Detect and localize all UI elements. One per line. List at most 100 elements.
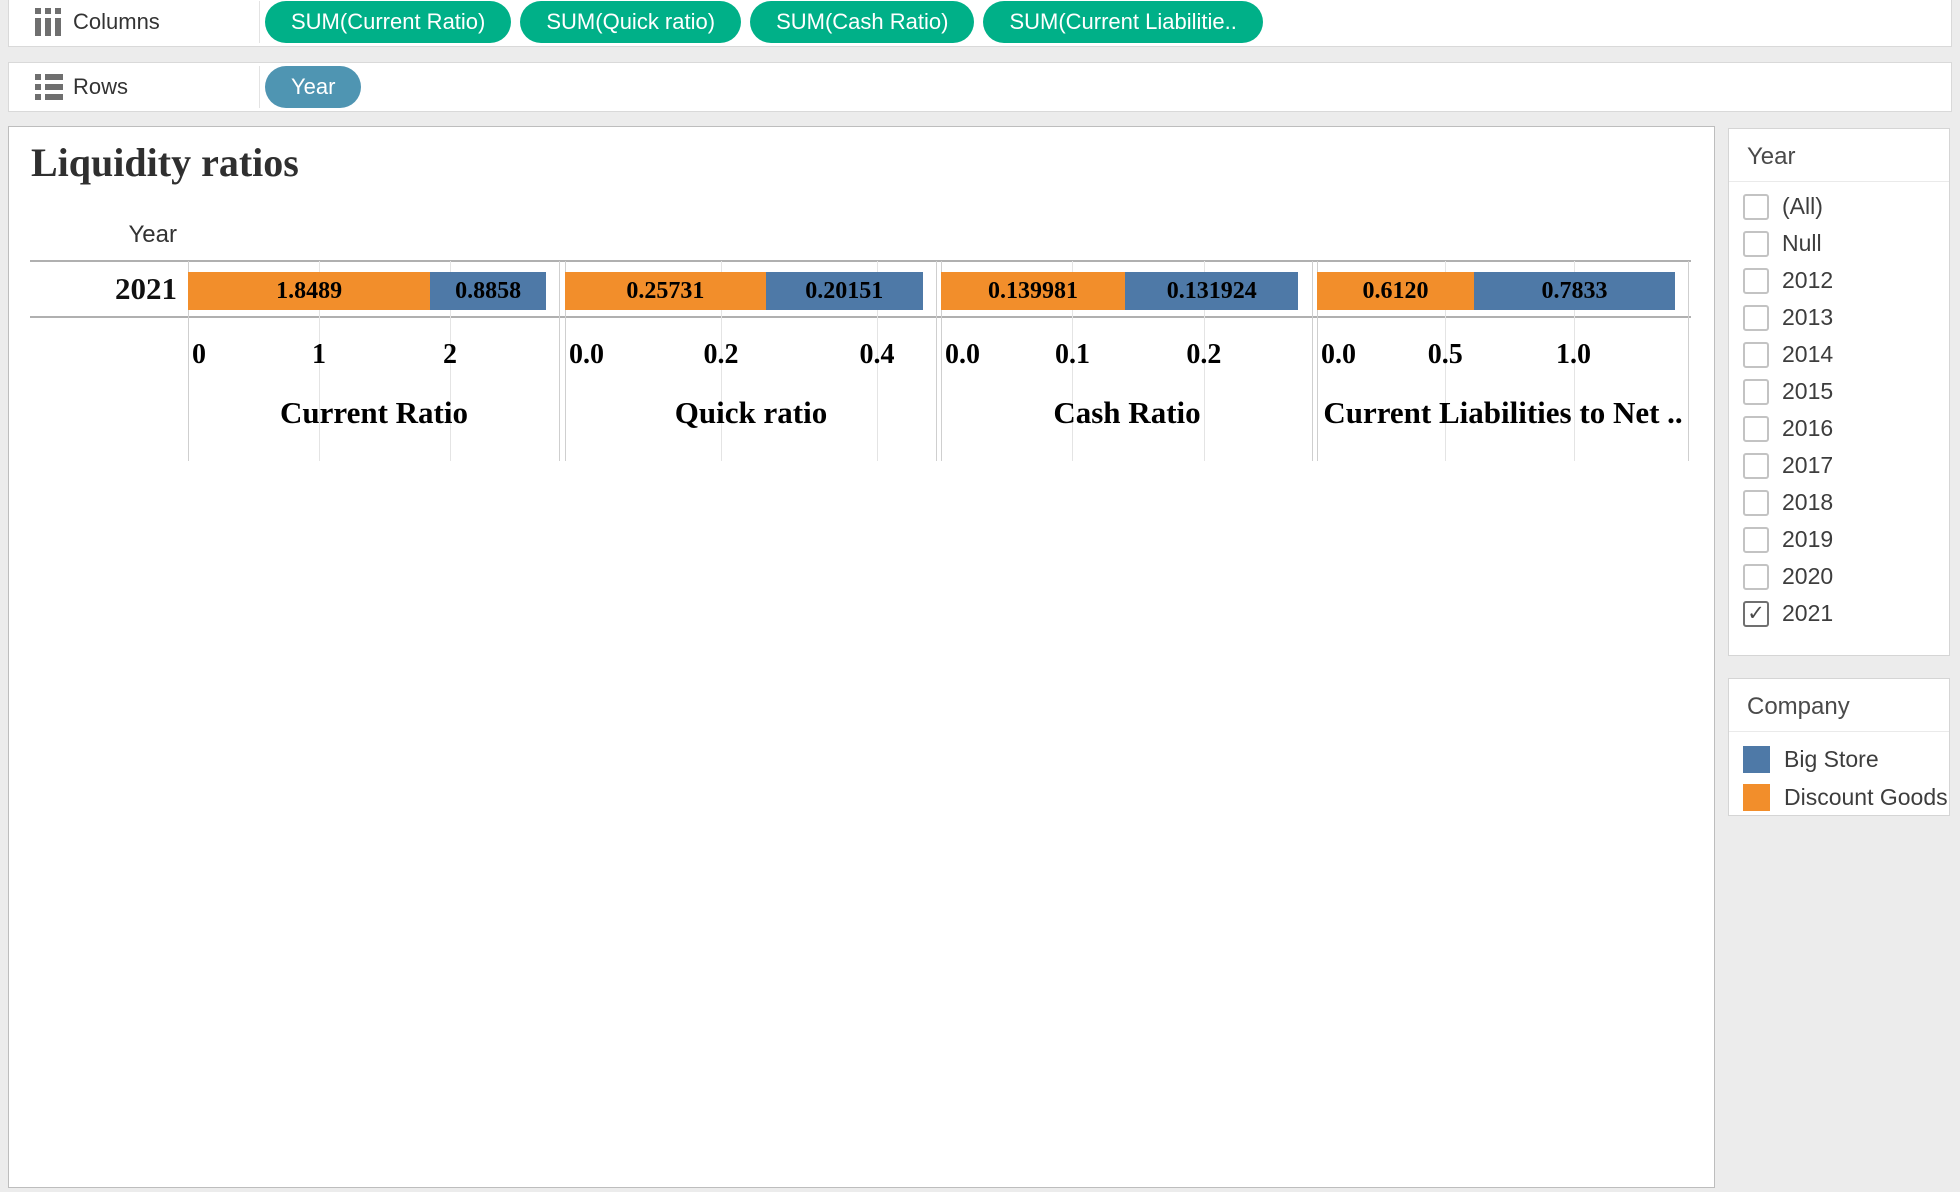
columns-pill-sum-cash-ratio[interactable]: SUM(Cash Ratio) <box>750 1 975 43</box>
axis-tick-label: 0.1 <box>1054 339 1090 370</box>
checkbox-2018[interactable] <box>1743 489 1769 516</box>
chart-pane-cash-ratio: 0.0 0.1 0.2 0.139981 0.131924 Cash Ratio <box>941 127 1313 587</box>
bar-segment-big-store[interactable]: 0.8858 <box>430 272 547 310</box>
checkbox-2019[interactable] <box>1743 526 1769 553</box>
axis-gridline <box>1573 261 1575 461</box>
axis-tick-label: 0.2 <box>703 339 739 370</box>
bar-segment-discount-goods[interactable]: 0.139981 <box>941 272 1125 310</box>
filter-option-label: Null <box>1782 230 1822 256</box>
year-filter-card: Year (All) Null 2012 2013 2014 2015 2016 2017 20… <box>1728 128 1950 656</box>
columns-pill-sum-current-ratio[interactable]: SUM(Current Ratio) <box>265 1 512 43</box>
legend-label: Big Store <box>1784 745 1879 772</box>
filter-option-2014[interactable]: 2014 <box>1743 336 1949 373</box>
legend-swatch-big-store <box>1743 745 1770 773</box>
axis-tick-label: 0.0 <box>945 339 980 370</box>
axis-gridline <box>1072 261 1074 461</box>
bar-segment-big-store[interactable]: 0.7833 <box>1474 272 1675 310</box>
row-header: 2021 <box>115 271 177 306</box>
filter-option-2017[interactable]: 2017 <box>1743 447 1949 484</box>
axis-tick-label: 2 <box>442 339 457 370</box>
rows-shelf[interactable]: Rows Year <box>8 62 1952 112</box>
pane-right-edge <box>1688 261 1689 461</box>
filter-option-label: 2016 <box>1782 415 1834 441</box>
chart-pane-quick-ratio: 0.0 0.2 0.4 0.25731 0.20151 Quick ratio <box>565 127 937 587</box>
axis-zero-line <box>1317 261 1318 461</box>
filter-option-2016[interactable]: 2016 <box>1743 410 1949 447</box>
filter-option-label: 2014 <box>1782 341 1834 367</box>
chart-pane-current-ratio: 0 1 2 1.8489 0.8858 Current Ratio <box>188 127 560 587</box>
row-dimension-header: Year <box>128 221 178 248</box>
rows-shelf-label: Rows <box>73 74 129 99</box>
shelf-divider <box>259 1 260 43</box>
bar-segment-discount-goods[interactable]: 1.8489 <box>188 272 431 310</box>
checkbox-2014[interactable] <box>1743 341 1769 368</box>
company-legend-card: Company Big Store Discount Goods <box>1728 678 1950 816</box>
filter-option-label: 2015 <box>1782 378 1834 404</box>
axis-gridline <box>1445 261 1447 461</box>
filter-option-2021[interactable]: ✓ 2021 <box>1743 595 1949 632</box>
row-band-bottom-line <box>30 316 1691 318</box>
filter-option-2019[interactable]: 2019 <box>1743 521 1949 558</box>
columns-shelf-label: Columns <box>73 9 160 34</box>
filter-option-label: 2019 <box>1782 526 1834 552</box>
checkbox-2012[interactable] <box>1743 267 1769 294</box>
axis-zero-line <box>565 261 566 461</box>
legend-swatch-discount-goods <box>1743 783 1770 811</box>
axis-zero-line <box>941 261 942 461</box>
filter-option-2018[interactable]: 2018 <box>1743 484 1949 521</box>
columns-pill-sum-quick-ratio[interactable]: SUM(Quick ratio) <box>520 1 742 43</box>
filter-option-label: 2017 <box>1782 452 1834 478</box>
chart-pane-current-liabilities-to-net: 0.0 0.5 1.0 0.6120 0.7833 Current Liabilities… <box>1317 127 1689 587</box>
filter-option-label: 2018 <box>1782 489 1834 515</box>
axis-title-quick-ratio: Quick ratio <box>674 395 828 430</box>
pane-right-edge <box>1312 261 1313 461</box>
filter-title: Year <box>1747 143 1796 170</box>
shelf-divider <box>259 66 260 108</box>
checkbox-2016[interactable] <box>1743 415 1769 442</box>
legend-item-discount-goods[interactable]: Discount Goods <box>1743 778 1949 816</box>
filter-option-all[interactable]: (All) <box>1743 188 1949 225</box>
checkbox-2021[interactable]: ✓ <box>1743 600 1769 627</box>
legend-title: Company <box>1747 693 1850 720</box>
checkbox-2013[interactable] <box>1743 304 1769 331</box>
axis-tick-label: 0.2 <box>1186 339 1222 370</box>
legend-item-big-store[interactable]: Big Store <box>1743 740 1949 778</box>
axis-gridline <box>720 261 722 461</box>
year-filter-options: (All) Null 2012 2013 2014 2015 2016 2017 2018 201… <box>1729 182 1949 632</box>
checkbox-all[interactable] <box>1743 193 1769 220</box>
filter-option-label: (All) <box>1782 193 1823 219</box>
axis-title-current-ratio: Current Ratio <box>280 395 468 430</box>
filter-option-label: 2013 <box>1782 304 1834 330</box>
bar-segment-big-store[interactable]: 0.20151 <box>765 272 923 310</box>
bar-segment-discount-goods[interactable]: 0.25731 <box>565 272 766 310</box>
checkbox-2015[interactable] <box>1743 378 1769 405</box>
filter-option-2013[interactable]: 2013 <box>1743 299 1949 336</box>
columns-icon <box>35 8 61 36</box>
axis-title-current-liabilities-to-net: Current Liabilities to Net .. <box>1323 395 1683 430</box>
axis-tick-label: 1 <box>311 339 326 370</box>
rows-pill-row: Year <box>265 66 362 108</box>
checkbox-2020[interactable] <box>1743 563 1769 590</box>
axis-tick-label: 0.0 <box>569 339 604 370</box>
columns-pill-sum-current-liabilitie[interactable]: SUM(Current Liabilitie.. <box>983 1 1263 43</box>
axis-gridline <box>1203 261 1205 461</box>
columns-shelf[interactable]: Columns SUM(Current Ratio) SUM(Quick rati… <box>8 0 1952 47</box>
rows-pill-year[interactable]: Year <box>265 66 362 108</box>
axis-tick-label: 0.5 <box>1427 339 1463 370</box>
filter-option-2015[interactable]: 2015 <box>1743 373 1949 410</box>
divider <box>1729 731 1949 732</box>
pane-right-edge <box>936 261 937 461</box>
pane-right-edge <box>559 261 560 461</box>
axis-gridline <box>318 261 320 461</box>
axis-tick-label: 0 <box>192 339 206 370</box>
bar-segment-discount-goods[interactable]: 0.6120 <box>1317 272 1474 310</box>
filter-option-2012[interactable]: 2012 <box>1743 262 1949 299</box>
checkbox-2017[interactable] <box>1743 452 1769 479</box>
bar-segment-big-store[interactable]: 0.131924 <box>1125 272 1299 310</box>
filter-option-null[interactable]: Null <box>1743 225 1949 262</box>
filter-option-2020[interactable]: 2020 <box>1743 558 1949 595</box>
checkbox-null[interactable] <box>1743 230 1769 257</box>
axis-tick-label: 1.0 <box>1556 339 1592 370</box>
row-band-top-line <box>30 260 1691 262</box>
axis-tick-label: 0.4 <box>859 339 895 370</box>
